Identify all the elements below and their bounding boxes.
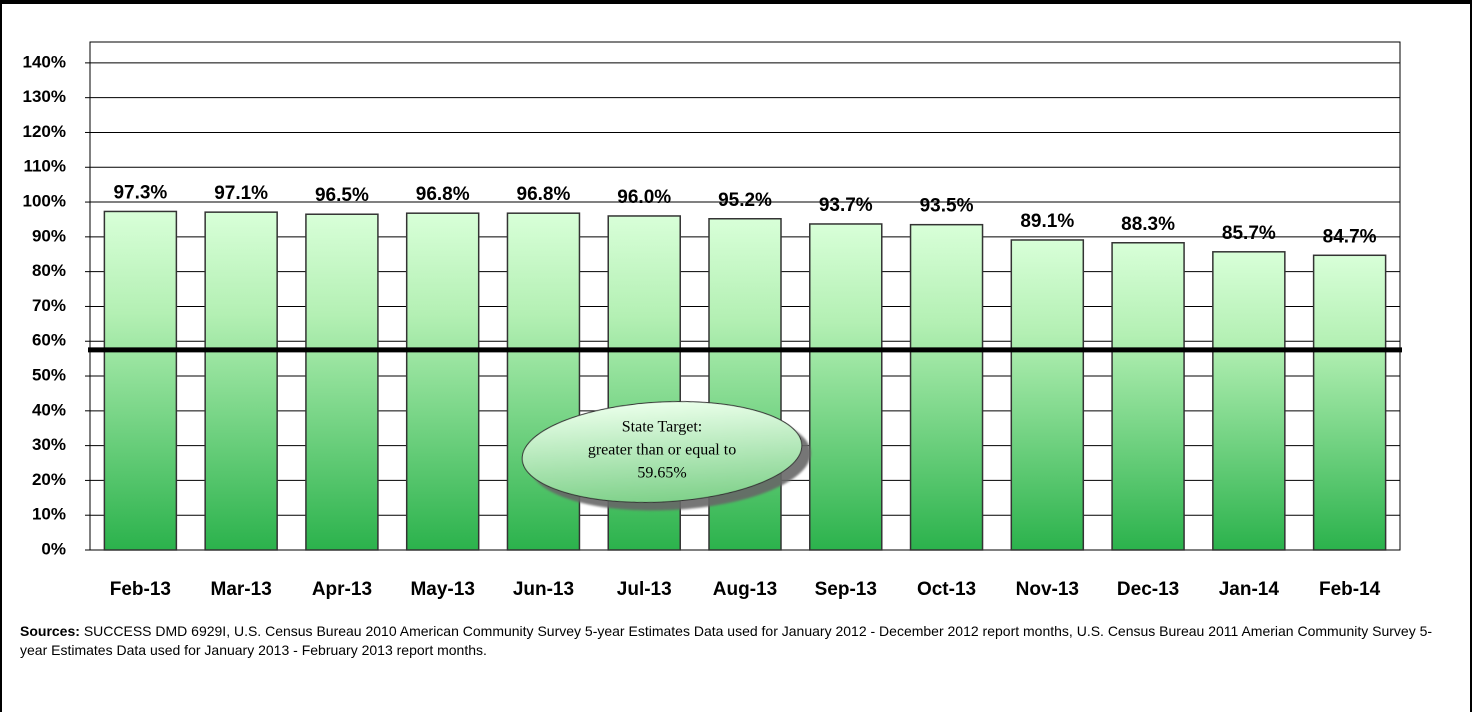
x-tick-label: Jun-13 [513,579,574,600]
y-tick-label: 80% [32,261,66,280]
x-tick-label: Nov-13 [1016,579,1079,600]
value-label: 88.3% [1121,214,1175,235]
y-tick-label: 110% [23,157,66,176]
x-tick-label: Mar-13 [211,579,272,600]
y-tick-label: 10% [32,505,66,524]
bar [103,210,178,551]
bar [506,212,581,551]
value-label: 97.1% [214,183,268,204]
value-label: 96.8% [517,184,571,205]
y-tick-label: 40% [32,400,66,419]
annotation-text: greater than or equal to [588,442,736,459]
annotation-bubble [521,401,803,503]
value-label: 95.2% [718,190,772,211]
annotation-text: 59.65% [637,465,686,482]
value-label: 93.5% [920,196,974,217]
y-tick-label: 0% [41,539,66,558]
sources: Sources: SUCCESS DMD 6929I, U.S. Census … [20,622,1440,660]
value-label: 97.3% [113,182,167,203]
value-label: 96.0% [617,187,671,208]
x-tick-label: Feb-14 [1319,579,1381,600]
value-label: 93.7% [819,195,873,216]
sources-text: SUCCESS DMD 6929I, U.S. Census Bureau 20… [20,623,1433,658]
bar [305,213,379,551]
x-tick-label: Jul-13 [617,579,672,600]
annotation-text: State Target: [622,419,703,436]
y-tick-label: 20% [32,470,66,489]
bar [909,223,984,551]
x-tick-label: Feb-13 [110,579,171,600]
bar [1111,242,1185,551]
bar [1010,239,1085,551]
bar [405,212,480,551]
x-tick-label: Dec-13 [1117,579,1179,600]
y-tick-label: 60% [32,331,66,350]
x-tick-label: Aug-13 [713,579,777,600]
y-tick-label: 90% [32,226,66,245]
y-tick-label: 70% [32,296,66,315]
bar [708,218,782,551]
value-label: 89.1% [1020,211,1074,232]
value-label: 84.7% [1323,226,1377,247]
value-label: 96.8% [416,184,470,205]
y-tick-label: 50% [32,366,66,385]
x-tick-label: Apr-13 [312,579,372,600]
bar [204,211,278,551]
y-tick-label: 140% [23,52,66,71]
x-tick-label: Jan-14 [1219,579,1280,600]
x-tick-label: May-13 [410,579,474,600]
y-tick-label: 100% [23,192,66,211]
bar [1312,254,1387,551]
x-tick-label: Sep-13 [815,579,877,600]
bar [809,223,883,551]
sources-label: Sources: [20,623,80,639]
bar [1212,251,1286,551]
value-label: 85.7% [1222,223,1276,244]
x-tick-label: Oct-13 [917,579,976,600]
y-tick-label: 130% [23,87,66,106]
value-label: 96.5% [315,185,369,206]
y-tick-label: 30% [32,435,66,454]
y-tick-label: 120% [23,122,66,141]
